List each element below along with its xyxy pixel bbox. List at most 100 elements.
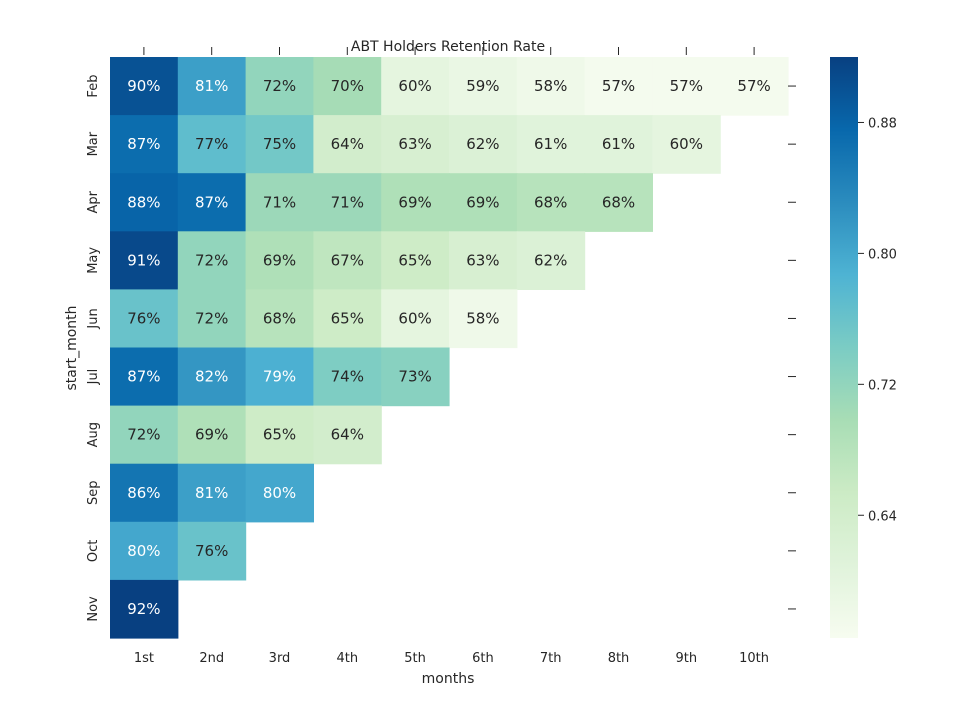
cell-label: 76% [127, 309, 160, 327]
heatmap-cell [381, 289, 450, 349]
heatmap-cell [177, 347, 247, 407]
x-tick-label: 4th [336, 651, 358, 666]
x-tick-label: 5th [404, 651, 426, 666]
heatmap-cell [110, 173, 179, 232]
heatmap-cell [110, 231, 179, 290]
heatmap-cell [652, 115, 721, 174]
cell-label: 62% [466, 135, 499, 153]
cell-label: 65% [398, 251, 431, 269]
heatmap-cell [381, 173, 450, 232]
heatmap-cell [449, 57, 518, 116]
cell-label: 63% [398, 135, 431, 153]
heatmap-cell [110, 463, 179, 523]
heatmap-cell-labels: 90% 81% 72% 70% 60% 59% 58% 57% 57% 57% 87% 77% 75% 6… [127, 77, 771, 618]
x-tick-label: 2nd [199, 651, 224, 666]
x-tick-label: 7th [540, 651, 562, 666]
heatmap-cell [516, 173, 586, 232]
cell-label: 69% [398, 193, 431, 211]
heatmap-cell [245, 289, 314, 349]
y-tick-label: Apr [86, 190, 101, 213]
cell-label: 57% [602, 77, 635, 95]
colorbar-tick-label: 0.88 [868, 116, 897, 131]
colorbar-tick-label: 0.64 [868, 509, 897, 524]
right-ticks [788, 85, 796, 610]
heatmap-cell [245, 115, 314, 174]
y-tick-label: Sep [86, 480, 101, 505]
heatmap-cell [381, 115, 450, 174]
heatmap-cell [381, 231, 450, 290]
heatmap-cell [245, 405, 314, 465]
heatmap-cell [177, 463, 247, 523]
heatmap-cell [584, 57, 653, 116]
y-tick-label: Oct [86, 540, 101, 562]
heatmap-cell [516, 231, 586, 290]
cell-label: 65% [263, 426, 296, 444]
cell-label: 61% [534, 135, 567, 153]
cell-label: 57% [670, 77, 703, 95]
heatmap-cell [313, 173, 382, 232]
y-axis-ticks: Feb Mar Apr May Jun Jul Aug Sep Oct Nov [86, 75, 101, 622]
heatmap-cell [381, 57, 450, 116]
cell-label: 68% [602, 193, 635, 211]
heatmap-cell [245, 231, 314, 290]
heatmap-cell [313, 405, 382, 465]
y-tick-label: Feb [86, 75, 101, 98]
cell-label: 72% [195, 309, 228, 327]
cell-label: 80% [127, 542, 160, 560]
heatmap-cell [449, 231, 518, 290]
cell-label: 67% [331, 251, 364, 269]
colorbar-tick-label: 0.80 [868, 247, 897, 262]
heatmap-cell [516, 115, 586, 174]
cell-label: 60% [670, 135, 703, 153]
cell-label: 86% [127, 484, 160, 502]
x-tick-label: 10th [739, 651, 769, 666]
heatmap-cell [245, 57, 314, 116]
y-tick-label: Jun [86, 308, 101, 329]
cell-label: 73% [398, 368, 431, 386]
y-tick-label: Aug [86, 422, 101, 447]
heatmap-cell [313, 57, 382, 116]
heatmap-cells [110, 57, 789, 639]
heatmap-cell [381, 347, 450, 407]
heatmap-cell [177, 57, 247, 116]
heatmap-cell [245, 173, 314, 232]
x-tick-label: 8th [608, 651, 630, 666]
colorbar-ticks: 0.64 0.72 0.80 0.88 [858, 116, 897, 524]
heatmap-cell [584, 115, 653, 174]
heatmap-cell [313, 347, 382, 407]
heatmap-cell [177, 405, 247, 465]
cell-label: 71% [263, 193, 296, 211]
x-axis-label: months [422, 671, 475, 687]
heatmap-cell [177, 115, 247, 174]
y-axis-label: start_month [64, 305, 80, 390]
colorbar [830, 57, 858, 638]
heatmap-cell [110, 405, 179, 465]
cell-label: 64% [331, 426, 364, 444]
heatmap-cell [177, 289, 247, 349]
cell-label: 82% [195, 368, 228, 386]
cell-label: 69% [466, 193, 499, 211]
cell-label: 74% [331, 368, 364, 386]
cell-label: 65% [331, 309, 364, 327]
heatmap-cell [110, 115, 179, 174]
cell-label: 92% [127, 600, 160, 618]
x-tick-label: 6th [472, 651, 494, 666]
cell-label: 71% [331, 193, 364, 211]
heatmap-cell [177, 521, 247, 581]
cell-label: 72% [263, 77, 296, 95]
cell-label: 72% [195, 251, 228, 269]
cell-label: 60% [398, 77, 431, 95]
y-tick-label: Nov [86, 596, 101, 622]
heatmap-cell [313, 289, 382, 349]
heatmap-cell [720, 57, 789, 116]
x-tick-label: 9th [675, 651, 697, 666]
cell-label: 90% [127, 77, 160, 95]
heatmap-cell [110, 521, 179, 581]
cell-label: 81% [195, 77, 228, 95]
heatmap-cell [449, 173, 518, 232]
cell-label: 77% [195, 135, 228, 153]
cell-label: 75% [263, 135, 296, 153]
cell-label: 69% [263, 251, 296, 269]
cell-label: 60% [398, 309, 431, 327]
